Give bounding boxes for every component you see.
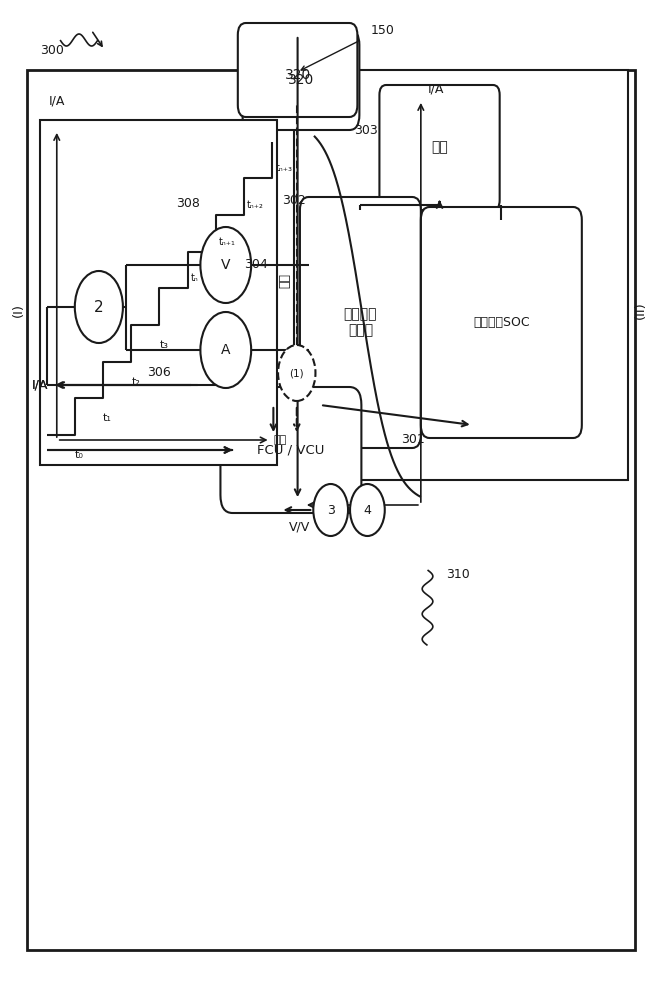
Text: I/A: I/A	[31, 378, 48, 391]
Circle shape	[200, 227, 251, 303]
Text: tₙ₊₁: tₙ₊₁	[219, 237, 236, 247]
Text: 310: 310	[446, 568, 470, 582]
Text: 电池组：SOC: 电池组：SOC	[473, 316, 530, 329]
Text: tₙ₊₂: tₙ₊₂	[247, 200, 264, 210]
Text: 燃料电池
发动机: 燃料电池 发动机	[343, 307, 377, 338]
Text: I/A: I/A	[428, 82, 444, 95]
Text: (I): (I)	[12, 303, 25, 317]
Text: 2: 2	[94, 300, 104, 314]
Text: 308: 308	[176, 197, 200, 210]
FancyBboxPatch shape	[300, 197, 421, 448]
Text: 300: 300	[40, 43, 64, 56]
FancyBboxPatch shape	[242, 30, 359, 130]
Text: 320: 320	[285, 68, 311, 82]
Text: 3: 3	[327, 504, 335, 516]
Text: A: A	[221, 343, 230, 357]
Circle shape	[75, 271, 123, 343]
FancyBboxPatch shape	[220, 387, 361, 513]
FancyBboxPatch shape	[421, 207, 582, 438]
Text: 150: 150	[371, 24, 395, 37]
Text: t₃: t₃	[160, 340, 168, 350]
Text: t₂: t₂	[131, 377, 140, 387]
Circle shape	[200, 312, 251, 388]
Text: 4: 4	[363, 504, 371, 516]
Text: I/A: I/A	[31, 378, 48, 391]
Text: 320: 320	[288, 73, 314, 87]
Text: 301: 301	[401, 433, 425, 446]
Text: V/V: V/V	[289, 520, 310, 533]
Text: I/A: I/A	[49, 95, 65, 108]
Bar	[40, 120, 277, 465]
FancyBboxPatch shape	[238, 23, 357, 117]
FancyBboxPatch shape	[379, 85, 500, 210]
Text: 302: 302	[282, 194, 306, 207]
Text: (1): (1)	[289, 368, 304, 378]
Circle shape	[278, 345, 315, 401]
Text: t₀: t₀	[75, 450, 84, 460]
Circle shape	[313, 484, 348, 536]
Text: 时间: 时间	[274, 435, 287, 445]
Text: tₙ: tₙ	[191, 273, 198, 283]
Text: 电机: 电机	[431, 140, 448, 154]
Text: 304: 304	[244, 258, 267, 271]
Text: FCU / VCU: FCU / VCU	[257, 444, 325, 456]
Bar	[27, 70, 635, 950]
Text: 时间: 时间	[279, 272, 291, 288]
Text: (II): (II)	[633, 301, 647, 319]
Text: 306: 306	[146, 365, 170, 378]
Circle shape	[350, 484, 385, 536]
Text: 303: 303	[353, 123, 377, 136]
Bar	[294, 70, 628, 480]
Text: tₙ₊₃: tₙ₊₃	[275, 163, 293, 173]
Text: V: V	[221, 258, 230, 272]
Text: t₁: t₁	[103, 413, 112, 423]
